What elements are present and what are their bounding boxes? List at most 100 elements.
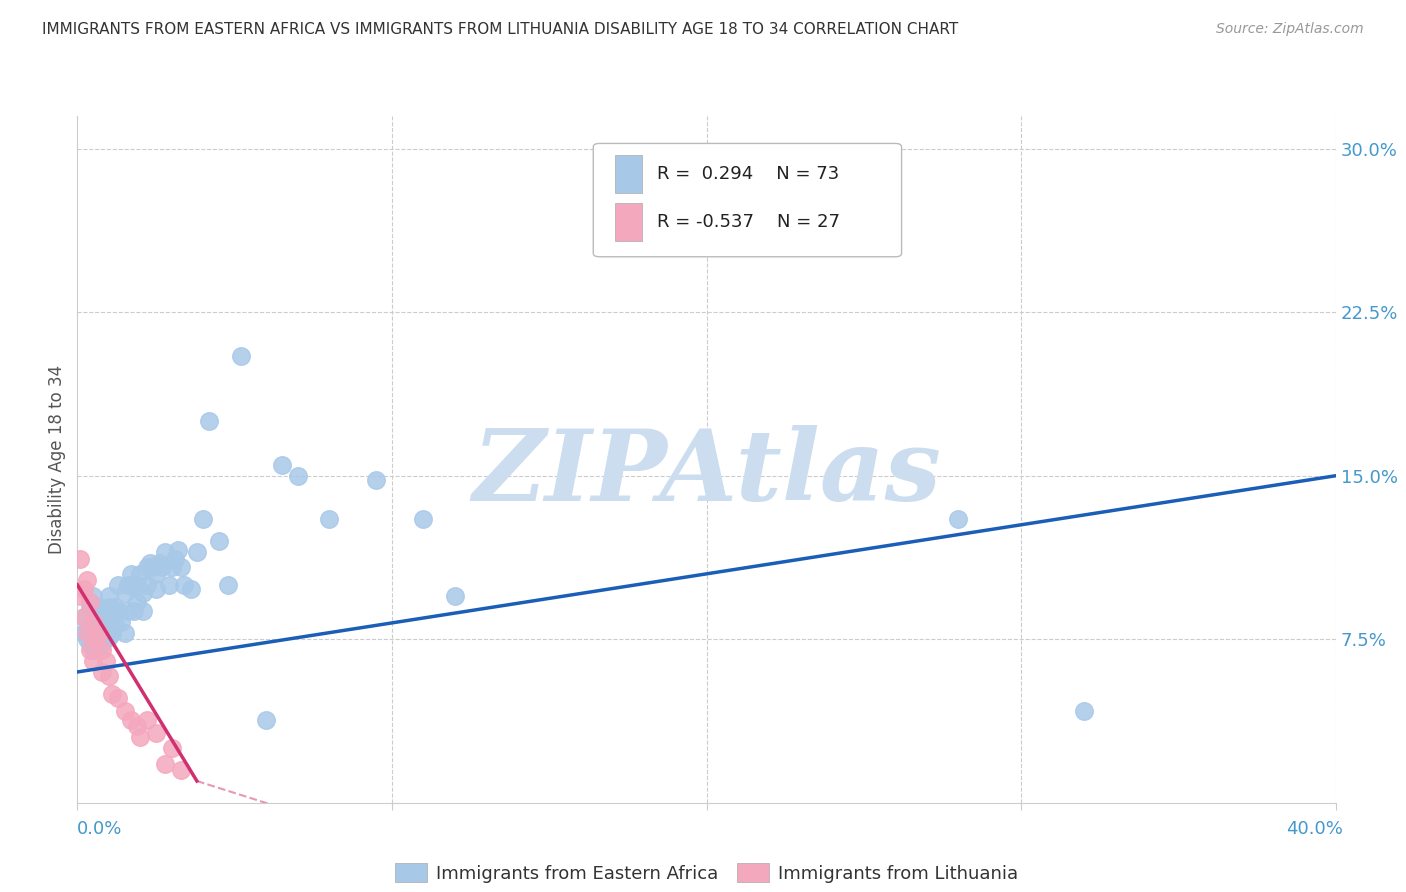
Point: [127, 719, 149, 733]
Point: [412, 512, 434, 526]
Point: [91, 643, 114, 657]
Point: [1073, 704, 1095, 718]
Point: [180, 582, 202, 596]
Point: [94, 615, 117, 629]
Point: [160, 741, 183, 756]
Point: [97, 589, 120, 603]
Text: R = -0.537    N = 27: R = -0.537 N = 27: [658, 212, 841, 231]
Legend: Immigrants from Eastern Africa, Immigrants from Lithuania: Immigrants from Eastern Africa, Immigran…: [388, 856, 1025, 890]
Point: [366, 473, 388, 487]
Point: [97, 630, 120, 644]
Point: [101, 625, 124, 640]
Point: [72, 610, 94, 624]
Point: [163, 551, 186, 566]
Point: [132, 586, 155, 600]
Point: [120, 566, 142, 581]
Point: [69, 551, 91, 566]
Point: [198, 414, 221, 428]
Point: [135, 713, 157, 727]
Point: [122, 604, 145, 618]
Point: [84, 639, 107, 653]
Point: [91, 621, 114, 635]
Point: [229, 349, 252, 363]
Bar: [614, 155, 643, 193]
Y-axis label: Disability Age 18 to 34: Disability Age 18 to 34: [48, 365, 66, 554]
Point: [145, 566, 167, 581]
Point: [208, 534, 231, 549]
Text: IMMIGRANTS FROM EASTERN AFRICA VS IMMIGRANTS FROM LITHUANIA DISABILITY AGE 18 TO: IMMIGRANTS FROM EASTERN AFRICA VS IMMIGR…: [42, 22, 959, 37]
Point: [91, 665, 114, 679]
Point: [89, 625, 111, 640]
FancyBboxPatch shape: [593, 144, 901, 257]
Point: [72, 610, 94, 624]
Point: [132, 604, 155, 618]
Point: [186, 545, 208, 559]
Text: ZIPAtlas: ZIPAtlas: [472, 425, 941, 521]
Point: [127, 578, 149, 592]
Point: [160, 560, 183, 574]
Point: [107, 691, 129, 706]
Point: [157, 578, 180, 592]
Point: [170, 560, 193, 574]
Text: 0.0%: 0.0%: [77, 820, 122, 838]
Point: [104, 617, 127, 632]
Point: [107, 604, 129, 618]
Point: [122, 580, 145, 594]
Point: [129, 731, 152, 745]
Point: [948, 512, 970, 526]
Point: [135, 578, 157, 592]
Point: [101, 610, 124, 624]
Point: [84, 625, 107, 640]
Point: [114, 586, 136, 600]
Point: [120, 713, 142, 727]
Point: [72, 582, 94, 596]
Point: [79, 643, 101, 657]
Point: [155, 545, 177, 559]
Point: [79, 599, 101, 614]
Point: [129, 566, 152, 581]
Point: [97, 599, 120, 614]
Point: [89, 608, 111, 623]
Point: [82, 615, 104, 629]
Point: [191, 512, 215, 526]
Point: [138, 556, 160, 570]
Point: [145, 582, 167, 596]
Point: [444, 589, 467, 603]
Point: [82, 654, 104, 668]
Point: [270, 458, 292, 472]
Point: [145, 726, 167, 740]
Point: [76, 574, 98, 588]
Point: [84, 632, 107, 647]
Point: [104, 599, 127, 614]
Point: [84, 615, 107, 629]
Point: [89, 632, 111, 647]
Point: [91, 637, 114, 651]
Bar: [614, 202, 643, 241]
Point: [94, 654, 117, 668]
Text: R =  0.294    N = 73: R = 0.294 N = 73: [658, 165, 839, 183]
Point: [135, 560, 157, 574]
Point: [101, 687, 124, 701]
Point: [117, 578, 139, 592]
Point: [287, 468, 309, 483]
Point: [254, 713, 277, 727]
Point: [94, 625, 117, 640]
Point: [107, 578, 129, 592]
Point: [91, 604, 114, 618]
Point: [82, 589, 104, 603]
Point: [217, 578, 239, 592]
Point: [76, 625, 98, 640]
Point: [148, 556, 170, 570]
Point: [117, 604, 139, 618]
Point: [142, 560, 165, 574]
Point: [173, 578, 195, 592]
Point: [79, 637, 101, 651]
Point: [114, 704, 136, 718]
Point: [82, 617, 104, 632]
Point: [318, 512, 340, 526]
Point: [72, 625, 94, 640]
Point: [89, 599, 111, 614]
Point: [79, 595, 101, 609]
Text: Source: ZipAtlas.com: Source: ZipAtlas.com: [1216, 22, 1364, 37]
Text: 40.0%: 40.0%: [1286, 820, 1343, 838]
